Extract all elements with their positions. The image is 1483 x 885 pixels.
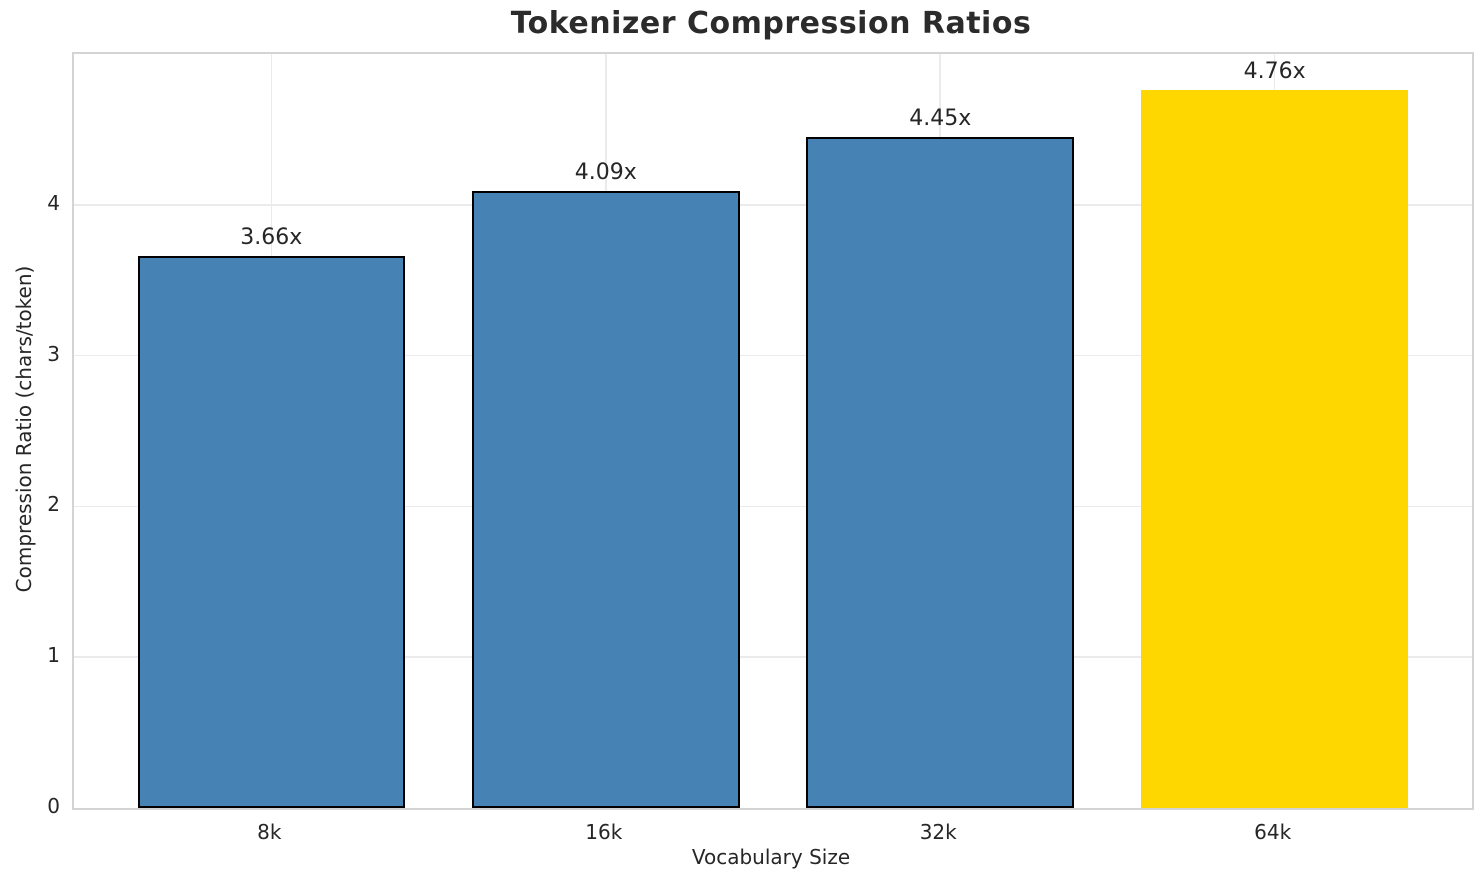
y-tick-label-4: 4 — [47, 190, 60, 215]
bar-8k — [137, 256, 406, 808]
y-tick-label-3: 3 — [47, 341, 60, 366]
bar-value-label-16k: 4.09x — [574, 160, 637, 186]
bar-64k — [1140, 90, 1409, 808]
gridline-y-4 — [74, 204, 1472, 206]
y-tick-label-1: 1 — [47, 643, 60, 668]
gridline-y-2 — [74, 505, 1472, 508]
bar-value-label-64k: 4.76x — [1243, 59, 1306, 85]
bar-value-label-32k: 4.45x — [909, 105, 972, 131]
x-tick-label-16k: 16k — [585, 820, 623, 844]
chart-title: Tokenizer Compression Ratios — [510, 6, 1032, 41]
bar-16k — [471, 191, 740, 808]
y-axis-label: Compression Ratio (chars/token) — [12, 265, 36, 593]
bar-32k — [806, 136, 1074, 808]
x-tick-label-8k: 8k — [257, 820, 282, 844]
y-tick-label-2: 2 — [47, 492, 60, 517]
x-tick-label-64k: 64k — [1254, 820, 1292, 844]
x-tick-label-32k: 32k — [919, 820, 957, 844]
gridline-y-1 — [74, 656, 1472, 658]
gridline-y-3 — [74, 354, 1472, 357]
bar-value-label-8k: 3.66x — [240, 225, 303, 251]
y-tick-label-0: 0 — [47, 794, 60, 818]
plot-area: 3.66x 4.09x 4.45x 4.76x — [72, 52, 1474, 810]
x-axis-label: Vocabulary Size — [691, 845, 851, 869]
